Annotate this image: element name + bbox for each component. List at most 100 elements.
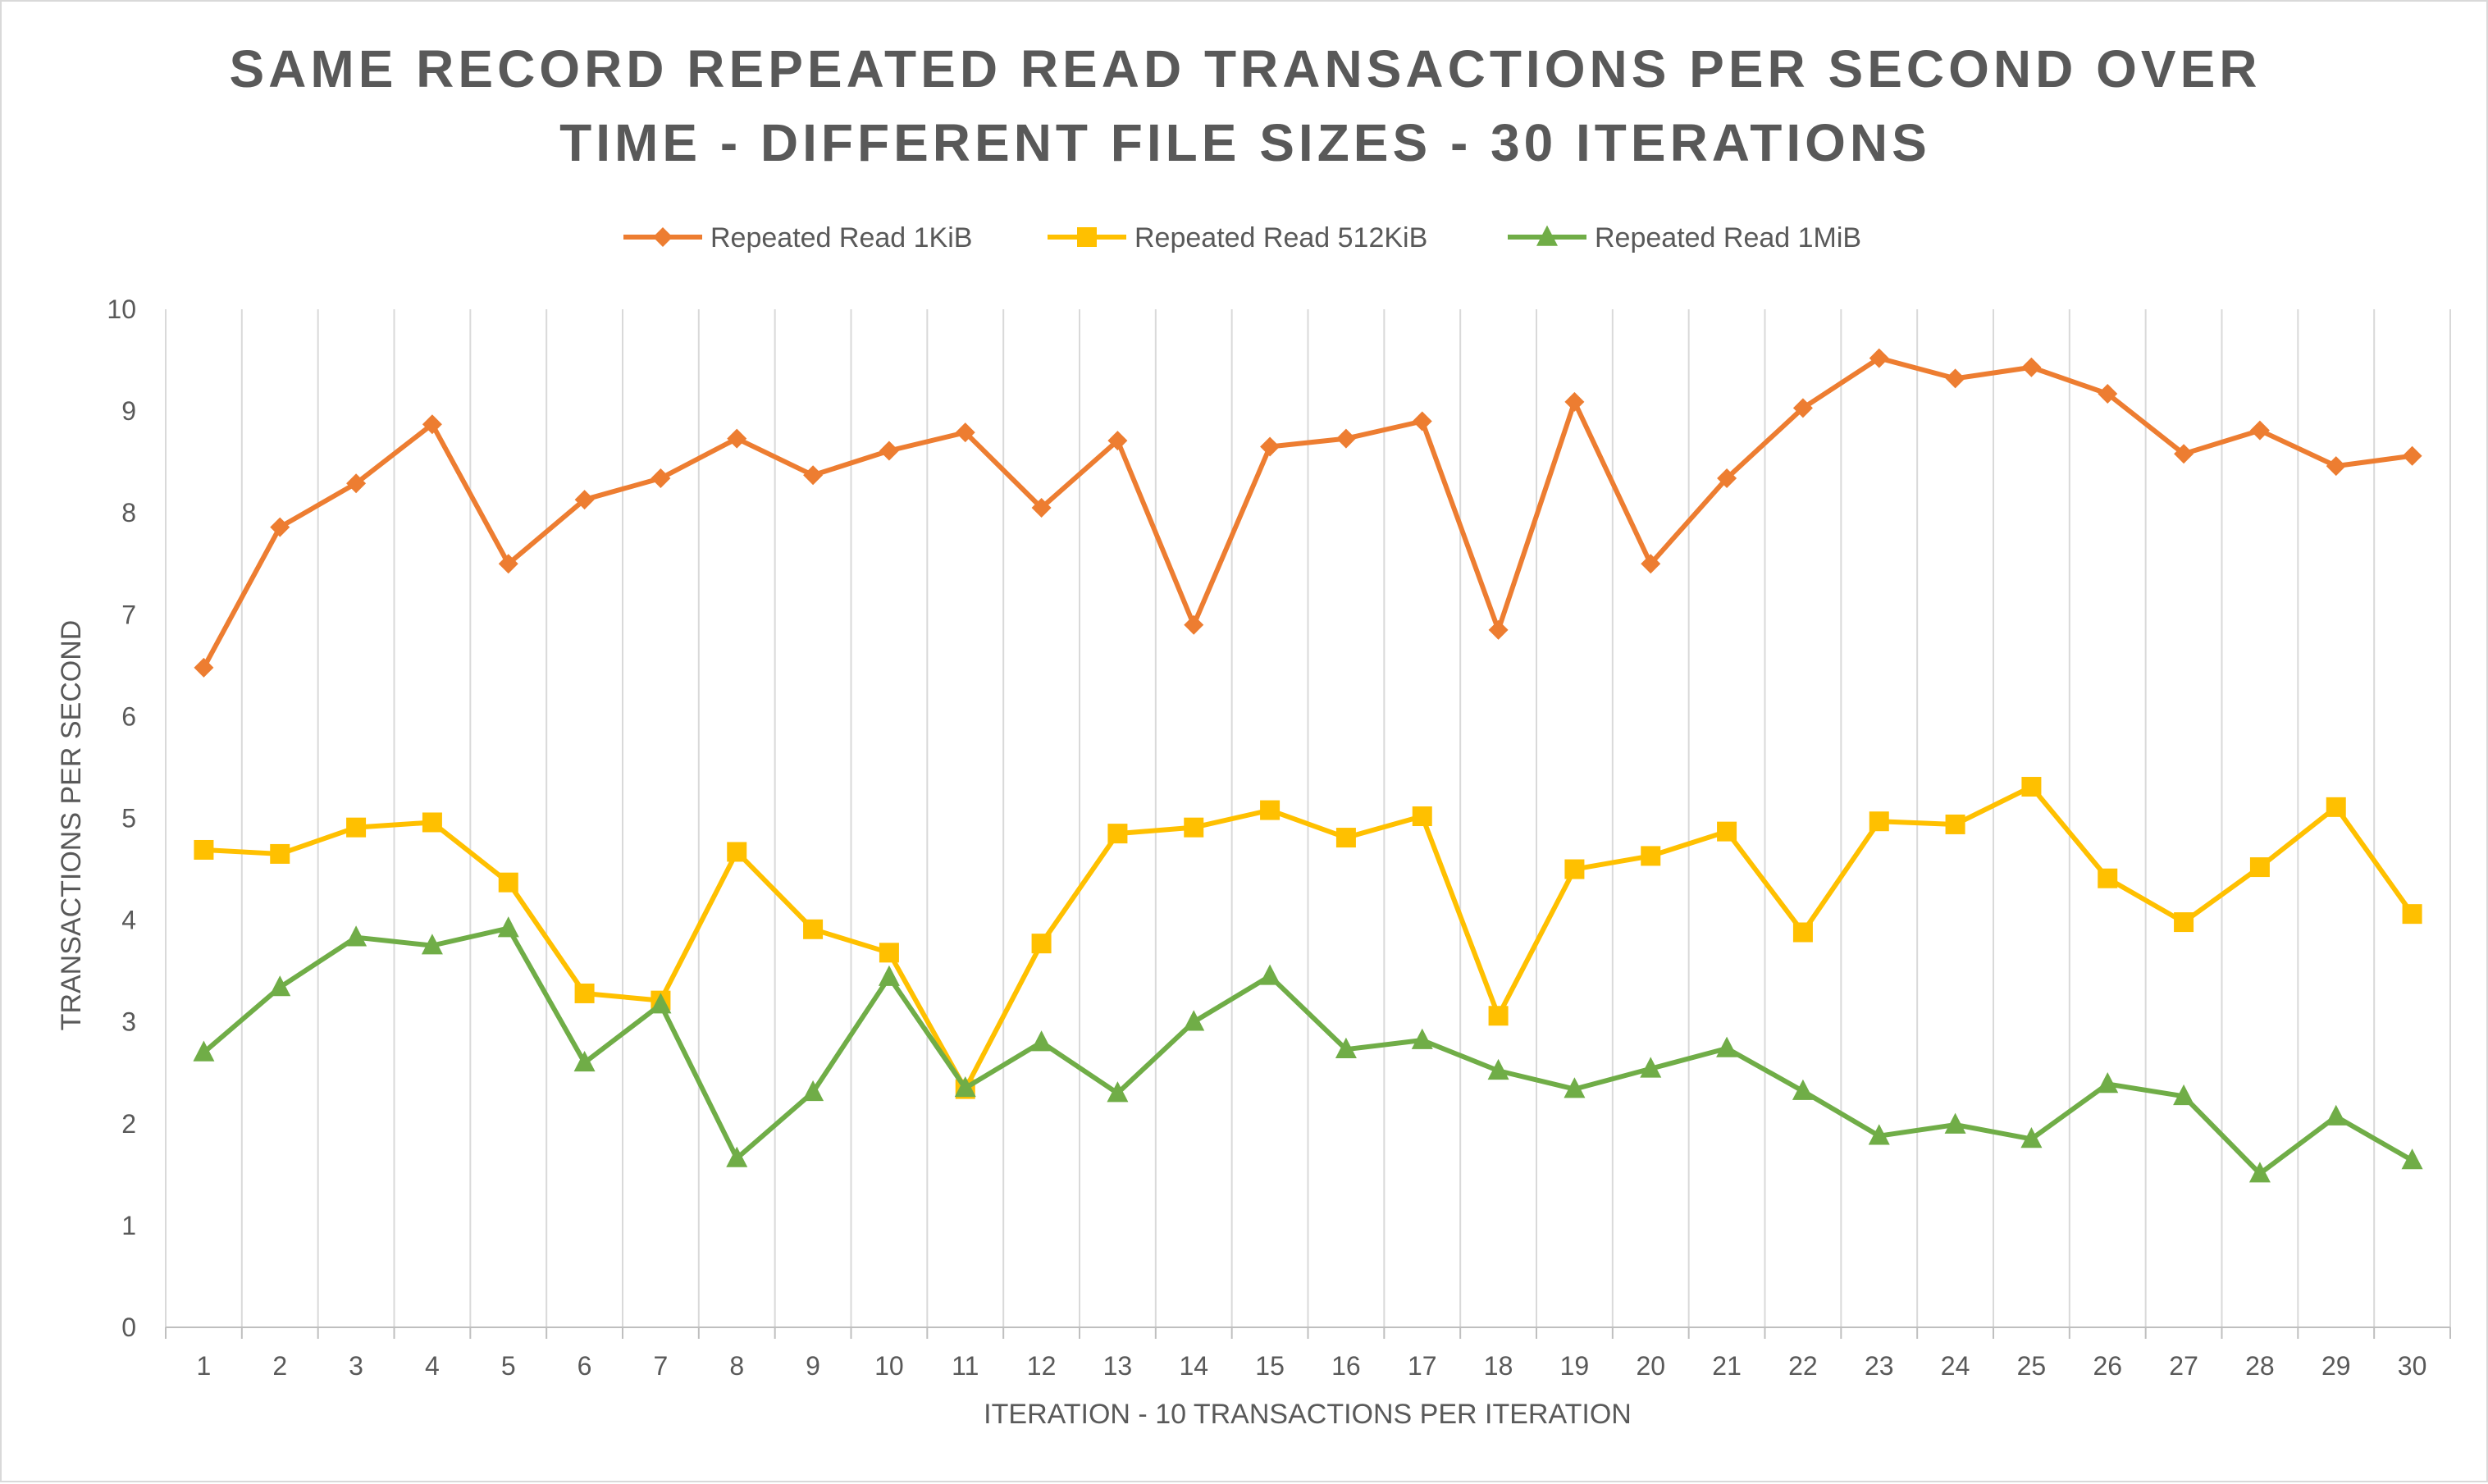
x-tick-label: 27 bbox=[2169, 1351, 2198, 1381]
data-point bbox=[2020, 1127, 2043, 1148]
data-point bbox=[2402, 445, 2422, 466]
data-point bbox=[803, 919, 824, 939]
data-point bbox=[422, 414, 442, 435]
data-point bbox=[2097, 1072, 2119, 1094]
x-tick-label: 2 bbox=[272, 1351, 287, 1381]
x-tick-label: 15 bbox=[1255, 1351, 1285, 1381]
series-layer bbox=[193, 348, 2423, 1183]
data-point bbox=[194, 657, 214, 678]
x-tick-label: 23 bbox=[1865, 1351, 1894, 1381]
legend-item: Repeated Read 1KiB bbox=[623, 222, 972, 253]
data-point bbox=[1487, 1058, 1509, 1080]
data-point bbox=[345, 925, 367, 947]
data-point bbox=[1944, 1112, 1966, 1134]
data-point bbox=[2249, 420, 2270, 441]
data-point bbox=[726, 1146, 748, 1167]
series-group bbox=[193, 916, 2423, 1183]
y-tick-label: 2 bbox=[121, 1109, 136, 1139]
data-point bbox=[1184, 614, 1204, 635]
y-tick-label: 8 bbox=[121, 498, 136, 527]
legend-marker bbox=[653, 227, 673, 247]
data-point bbox=[1564, 1077, 1586, 1098]
data-point bbox=[1184, 817, 1204, 838]
data-point bbox=[802, 1080, 824, 1102]
data-point bbox=[1030, 1030, 1052, 1052]
data-point bbox=[498, 872, 518, 893]
y-axis-title: TRANSACTIONS PER SECOND bbox=[56, 620, 87, 1031]
y-tick-label: 0 bbox=[121, 1313, 136, 1342]
data-point bbox=[2098, 868, 2118, 888]
data-point bbox=[2021, 357, 2042, 377]
x-tick-label: 29 bbox=[2321, 1351, 2351, 1381]
data-point bbox=[1412, 411, 1432, 432]
series-line bbox=[201, 355, 2415, 670]
legend-item: Repeated Read 1MiB bbox=[1508, 222, 1861, 253]
x-tick-label: 4 bbox=[425, 1351, 440, 1381]
y-tick-label: 1 bbox=[121, 1211, 136, 1240]
x-tick-label: 30 bbox=[2398, 1351, 2427, 1381]
legend-label: Repeated Read 1MiB bbox=[1595, 222, 1861, 253]
data-point bbox=[1641, 846, 1661, 866]
grid-lines bbox=[165, 309, 2451, 1327]
data-point bbox=[954, 1075, 976, 1098]
legend-label: Repeated Read 1KiB bbox=[710, 222, 972, 253]
chart-title-line-1: SAME RECORD REPEATED READ TRANSACTIONS P… bbox=[229, 39, 2261, 98]
data-point bbox=[727, 428, 747, 449]
x-tick-label: 19 bbox=[1560, 1351, 1590, 1381]
x-tick-label: 9 bbox=[806, 1351, 820, 1381]
data-point bbox=[2326, 797, 2346, 817]
data-point bbox=[194, 839, 214, 860]
y-tick-label: 7 bbox=[121, 600, 136, 629]
data-point bbox=[346, 817, 367, 838]
data-point bbox=[1335, 1037, 1357, 1059]
data-point bbox=[2402, 904, 2422, 925]
x-tick-label: 6 bbox=[577, 1351, 592, 1381]
data-point bbox=[955, 422, 975, 443]
data-point bbox=[1717, 821, 1737, 842]
x-tick-label: 10 bbox=[874, 1351, 904, 1381]
data-point bbox=[2173, 1084, 2195, 1106]
x-tick-label: 3 bbox=[349, 1351, 363, 1381]
data-point bbox=[1031, 497, 1052, 518]
data-point bbox=[2021, 777, 2042, 797]
legend-marker bbox=[1536, 225, 1558, 246]
data-point bbox=[269, 975, 291, 997]
data-point bbox=[1107, 1081, 1129, 1103]
x-tick-label: 17 bbox=[1408, 1351, 1437, 1381]
series-group bbox=[194, 348, 2422, 678]
data-point bbox=[1107, 431, 1128, 451]
x-tick-label: 5 bbox=[501, 1351, 516, 1381]
x-tick-label: 26 bbox=[2093, 1351, 2122, 1381]
x-axis-title: ITERATION - 10 TRANSACTIONS PER ITERATIO… bbox=[984, 1399, 1632, 1430]
data-point bbox=[1107, 824, 1128, 844]
data-point bbox=[727, 842, 747, 862]
y-tick-label: 6 bbox=[121, 701, 136, 731]
data-point bbox=[1641, 554, 1661, 574]
chart-title-line-2: TIME - DIFFERENT FILE SIZES - 30 ITERATI… bbox=[559, 113, 1931, 172]
data-point bbox=[878, 965, 900, 986]
data-point bbox=[1259, 964, 1281, 985]
x-tick-label: 14 bbox=[1179, 1351, 1208, 1381]
legend-item: Repeated Read 512KiB bbox=[1048, 222, 1427, 253]
data-point bbox=[1488, 619, 1509, 640]
data-point bbox=[2174, 444, 2194, 464]
data-point bbox=[2325, 1104, 2347, 1126]
data-point bbox=[1868, 1124, 1890, 1145]
data-point bbox=[803, 465, 824, 486]
data-point bbox=[1945, 814, 1965, 834]
data-point bbox=[650, 993, 672, 1014]
data-point bbox=[193, 1040, 215, 1062]
data-point bbox=[422, 812, 442, 833]
y-tick-label: 3 bbox=[121, 1007, 136, 1037]
data-point bbox=[1792, 922, 1813, 943]
data-point bbox=[2098, 384, 2118, 404]
data-point bbox=[1716, 1036, 1738, 1057]
y-tick-label: 10 bbox=[107, 295, 136, 324]
y-tick-label: 9 bbox=[121, 396, 136, 426]
x-tick-label: 11 bbox=[952, 1351, 979, 1381]
data-point bbox=[879, 943, 899, 963]
data-point bbox=[2326, 456, 2346, 477]
x-tick-label: 13 bbox=[1103, 1351, 1133, 1381]
data-point bbox=[2174, 912, 2194, 933]
